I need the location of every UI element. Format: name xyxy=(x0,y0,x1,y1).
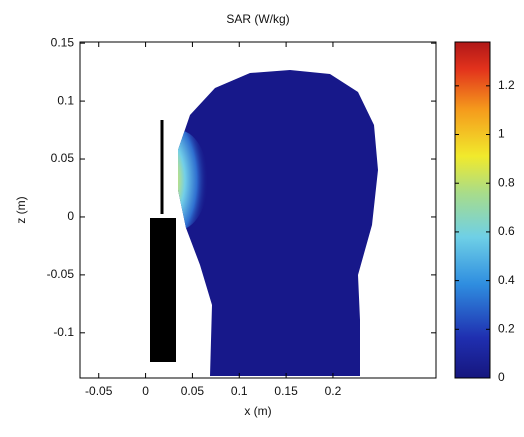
colorbar xyxy=(454,41,491,379)
colorbar-tick-label: 1.2 xyxy=(498,78,515,92)
colorbar-tick-label: 0 xyxy=(498,370,505,384)
y-tick-label: -0.1 xyxy=(53,325,74,339)
phone xyxy=(150,218,176,362)
x-tick-label: 0.2 xyxy=(325,384,342,398)
colorbar-tick-label: 0.8 xyxy=(498,175,515,189)
colorbar-tick-label: 0.4 xyxy=(498,273,515,287)
x-axis-label: x (m) xyxy=(244,404,271,418)
colorbar-tick-label: 0.2 xyxy=(498,321,515,335)
colorbar-tick-label: 0.6 xyxy=(498,224,515,238)
x-tick-label: -0.05 xyxy=(85,384,113,398)
hot-spot xyxy=(178,130,208,230)
y-axis-label: z (m) xyxy=(14,196,28,223)
y-tick-label: -0.05 xyxy=(47,267,75,281)
x-tick-label: 0 xyxy=(142,384,149,398)
x-tick-label: 0.05 xyxy=(181,384,205,398)
chart-title: SAR (W/kg) xyxy=(226,12,289,26)
y-tick-label: 0.05 xyxy=(51,151,75,165)
y-tick-label: 0.15 xyxy=(51,35,75,49)
x-tick-label: 0.15 xyxy=(274,384,298,398)
colorbar-tick-label: 1 xyxy=(498,127,505,141)
x-tick-label: 0.1 xyxy=(231,384,248,398)
y-tick-label: 0 xyxy=(67,209,74,223)
y-tick-label: 0.1 xyxy=(57,93,74,107)
